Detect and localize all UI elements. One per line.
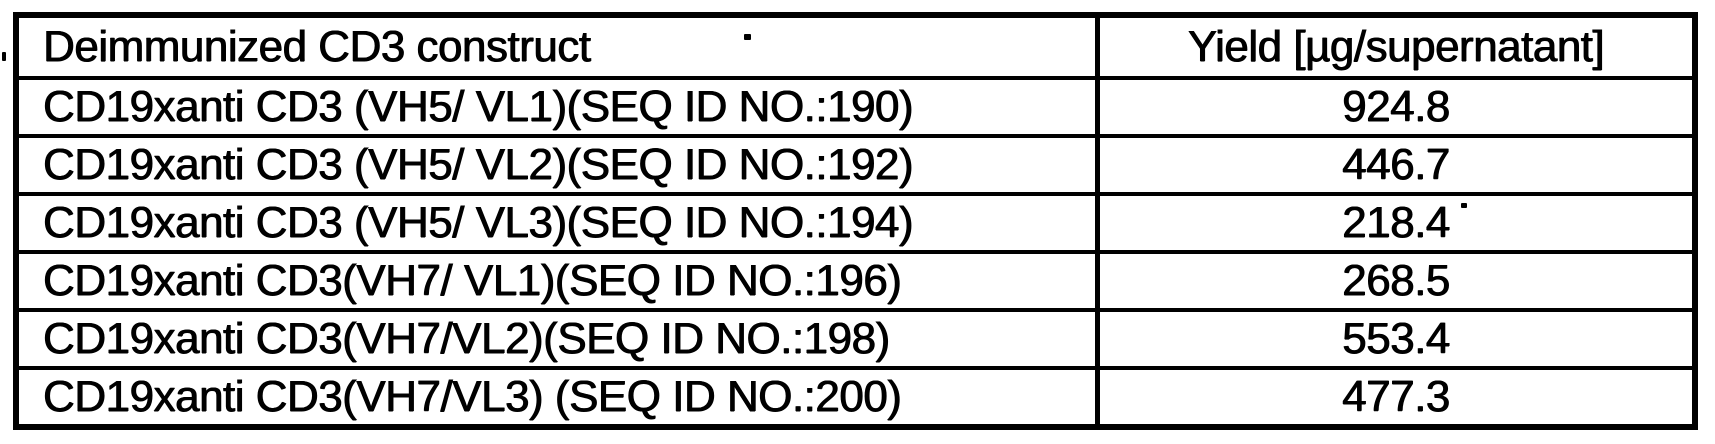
scan-speckle xyxy=(1461,203,1467,208)
scan-speckle xyxy=(2,52,6,61)
scan-speckle xyxy=(744,34,751,40)
column-header-construct: Deimmunized CD3 construct xyxy=(43,22,591,71)
column-header-yield: Yield [µg/supernatant] xyxy=(1095,18,1692,76)
construct-cell: CD19xanti CD3(VH7/VL3) (SEQ ID NO.:200) xyxy=(19,366,1095,424)
construct-cell: CD19xanti CD3(VH7/ VL1)(SEQ ID NO.:196) xyxy=(19,250,1095,308)
yield-cell: 218.4 xyxy=(1095,192,1692,250)
construct-cell: CD19xanti CD3 (VH5/ VL1)(SEQ ID NO.:190) xyxy=(19,76,1095,134)
yield-cell: 268.5 xyxy=(1095,250,1692,308)
construct-cell: CD19xanti CD3(VH7/VL2)(SEQ ID NO.:198) xyxy=(19,308,1095,366)
yield-table: Deimmunized CD3 construct Yield [µg/supe… xyxy=(13,12,1698,430)
construct-cell: CD19xanti CD3 (VH5/ VL2)(SEQ ID NO.:192) xyxy=(19,134,1095,192)
yield-cell: 446.7 xyxy=(1095,134,1692,192)
yield-cell: 924.8 xyxy=(1095,76,1692,134)
yield-cell: 477.3 xyxy=(1095,366,1692,424)
yield-cell: 553.4 xyxy=(1095,308,1692,366)
construct-cell: CD19xanti CD3 (VH5/ VL3)(SEQ ID NO.:194) xyxy=(19,192,1095,250)
